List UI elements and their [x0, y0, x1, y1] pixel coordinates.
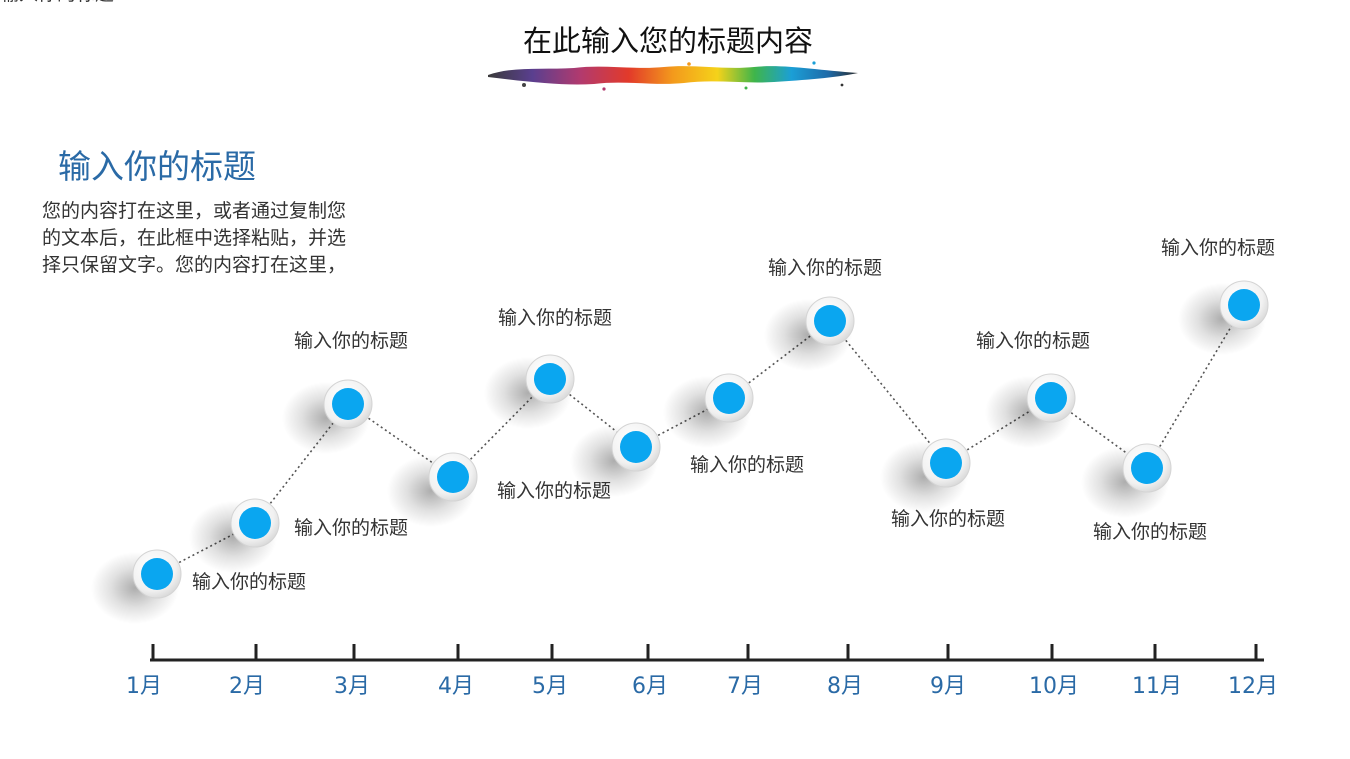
month-label: 6月	[632, 674, 668, 699]
node-dot	[930, 447, 962, 479]
timeline-node	[189, 498, 280, 573]
node-dot	[620, 431, 652, 463]
month-label: 4月	[438, 674, 474, 699]
timeline-node	[985, 373, 1076, 448]
point-label: 输入你的标题	[1161, 237, 1275, 259]
node-dot	[239, 507, 271, 539]
intro-line: 的文本后，在此框中选择粘贴，并选	[42, 227, 347, 249]
month-label: 3月	[334, 674, 370, 699]
month-label: 1月	[126, 674, 162, 699]
timeline-node	[484, 354, 575, 429]
intro-line: 择只保留文字。您的内容打在这里，	[42, 254, 347, 276]
timeline-node	[764, 296, 855, 371]
node-dot	[1035, 382, 1067, 414]
section-heading: 输入你的标题	[58, 147, 256, 186]
point-label: 输入你的标题	[976, 330, 1090, 352]
node-dot	[437, 461, 469, 493]
intro-text: 您的内容打在这里，或者通过复制您 的文本后，在此框中选择粘贴，并选 择只保留文字…	[42, 198, 402, 279]
node-dot	[1131, 452, 1163, 484]
point-label: 输入你的标题	[294, 517, 408, 539]
page-title: 在此输入您的标题内容	[522, 24, 813, 58]
point-label: 输入你的标题	[498, 307, 612, 329]
timeline-node	[91, 549, 182, 624]
month-label: 10月	[1029, 674, 1079, 699]
month-label: 9月	[930, 674, 966, 699]
node-dot	[1228, 289, 1260, 321]
timeline-node	[282, 379, 373, 454]
month-label: 11月	[1132, 674, 1182, 699]
connector-line	[1146, 304, 1245, 469]
point-label: 输入你的标题	[497, 480, 611, 502]
month-label: 7月	[727, 674, 763, 699]
month-label: 2月	[229, 674, 265, 699]
point-label: 输入你的标题	[690, 454, 804, 476]
timeline-node	[880, 438, 971, 513]
paint-splash-decoration	[488, 61, 858, 91]
month-label: 5月	[532, 674, 568, 699]
node-dot	[141, 558, 173, 590]
point-label: 输入你的标题	[1093, 521, 1207, 543]
point-label: 输入你的标题	[768, 257, 882, 279]
month-label: 12月	[1228, 674, 1278, 699]
point-label: 输入你的标题	[192, 571, 306, 593]
timeline-node	[570, 422, 661, 497]
month-label: 8月	[827, 674, 863, 699]
point-label: 输入你的标题	[0, 0, 114, 5]
month-axis: 1月 2月 3月 4月 5月 6月 7月 8月 9月 10月 11月 12月	[126, 644, 1278, 699]
timeline-node	[1178, 280, 1269, 355]
node-dot	[534, 363, 566, 395]
timeline-node	[387, 452, 478, 527]
intro-line: 您的内容打在这里，或者通过复制您	[42, 200, 347, 222]
node-dot	[332, 388, 364, 420]
point-label: 输入你的标题	[294, 330, 408, 352]
point-label: 输入你的标题	[891, 508, 1005, 530]
timeline-node	[663, 373, 754, 448]
timeline-node	[1081, 443, 1172, 518]
node-dot	[713, 382, 745, 414]
node-dot	[814, 305, 846, 337]
timeline-nodes: 输入你的标题输入你的标题输入你的标题输入你的标题输入你的标题输入你的标题输入你的…	[0, 0, 1275, 624]
